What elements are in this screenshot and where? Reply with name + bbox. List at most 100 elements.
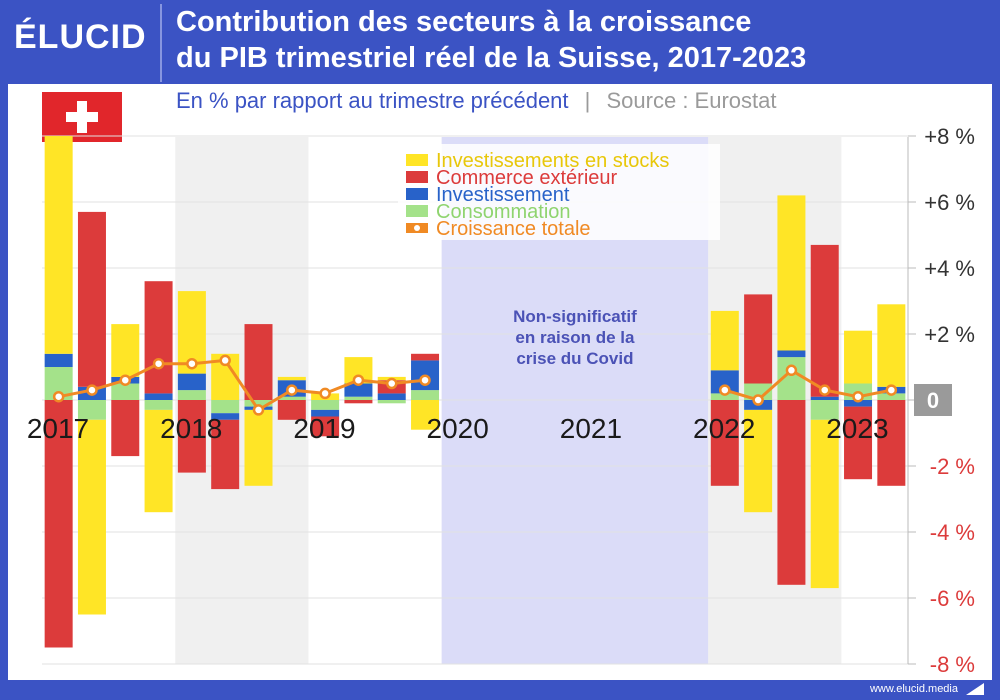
bar-investissements-en-stocks-2017-Q3 <box>111 324 140 377</box>
total-growth-point-2019-Q4 <box>419 374 431 386</box>
bar-investissements-en-stocks-2023-Q2 <box>877 304 906 387</box>
bar-consommation-2017-Q4 <box>144 400 173 410</box>
bar-consommation-2018-Q3 <box>244 400 273 407</box>
bar-investissements-en-stocks-2017-Q4 <box>144 409 173 513</box>
subtitle-separator: | <box>584 88 591 113</box>
bar-commerce-ext-rieur-2017-Q3 <box>111 400 140 457</box>
bar-investissements-en-stocks-2022-Q2 <box>744 409 773 513</box>
bar-investissement-2017-Q1 <box>44 353 73 367</box>
bar-investissements-en-stocks-2018-Q4 <box>277 376 306 381</box>
bar-consommation-2018-Q2 <box>211 400 240 414</box>
bar-investissements-en-stocks-2017-Q1 <box>44 136 73 354</box>
bar-investissements-en-stocks-2022-Q4 <box>810 419 839 589</box>
total-growth-point-2017-Q2 <box>86 384 98 396</box>
covid-annotation-line: en raison de la <box>515 328 635 347</box>
bar-investissement-2019-Q2 <box>344 383 373 397</box>
x-year-label-2019: 2019 <box>293 413 355 444</box>
total-growth-point-2022-Q2 <box>752 394 764 406</box>
bar-consommation-2017-Q2 <box>77 400 106 420</box>
bar-commerce-ext-rieur-2023-Q1 <box>844 406 873 480</box>
bar-commerce-ext-rieur-2018-Q3 <box>244 324 273 400</box>
covid-annotation-line: crise du Covid <box>516 349 633 368</box>
bar-consommation-2019-Q2 <box>344 396 373 400</box>
legend-label: Consommation <box>436 201 571 223</box>
header-bar: ÉLUCID Contribution des secteurs à la cr… <box>0 0 1000 84</box>
elucid-logo: ÉLUCID <box>14 18 147 56</box>
total-growth-point-2017-Q4 <box>152 357 165 370</box>
total-growth-point-2017-Q3 <box>119 374 132 386</box>
legend-label: Investissement <box>436 184 570 206</box>
bar-investissement-2019-Q3 <box>377 393 406 400</box>
legend-label: Commerce extérieur <box>436 167 618 189</box>
y-tick-label: -4 % <box>930 520 975 545</box>
bar-commerce-ext-rieur-2019-Q1 <box>311 416 340 437</box>
x-year-label-2020: 2020 <box>427 413 489 444</box>
legend-swatch <box>406 205 428 217</box>
total-growth-point-2017-Q1 <box>52 390 65 403</box>
bar-commerce-ext-rieur-2022-Q2 <box>744 294 773 384</box>
y-tick-label: +4 % <box>924 256 975 281</box>
legend-swatch <box>406 188 428 200</box>
legend-label: Investissements en stocks <box>436 150 669 172</box>
bar-commerce-ext-rieur-2017-Q2 <box>77 211 106 387</box>
bar-investissement-2018-Q1 <box>177 373 206 391</box>
y-tick-label: 0 <box>927 388 939 413</box>
legend-swatch <box>406 171 428 183</box>
bar-commerce-ext-rieur-2017-Q4 <box>144 281 173 394</box>
legend-swatch-dot <box>414 225 420 231</box>
subtitle-units: En % par rapport au trimestre précédent <box>176 88 569 113</box>
bar-investissements-en-stocks-2023-Q1 <box>844 330 873 384</box>
bar-commerce-ext-rieur-2018-Q1 <box>177 400 206 473</box>
bar-consommation-2022-Q4 <box>810 400 839 420</box>
covid-annotation-line: Non-significatif <box>513 307 637 326</box>
bar-commerce-ext-rieur-2023-Q2 <box>877 400 906 486</box>
bar-commerce-ext-rieur-2022-Q4 <box>810 244 839 397</box>
bar-investissements-en-stocks-2017-Q2 <box>77 419 106 615</box>
total-growth-point-2018-Q2 <box>219 354 231 367</box>
bar-consommation-2019-Q3 <box>377 400 406 404</box>
bar-commerce-ext-rieur-2018-Q4 <box>277 400 306 420</box>
bar-investissements-en-stocks-2022-Q3 <box>777 195 806 351</box>
legend-label: Croissance totale <box>436 218 591 240</box>
bar-investissement-2017-Q4 <box>144 393 173 400</box>
bar-consommation-2018-Q1 <box>177 390 206 400</box>
bar-commerce-ext-rieur-2019-Q4 <box>411 353 440 361</box>
total-growth-point-2018-Q4 <box>286 384 298 396</box>
total-growth-point-2019-Q3 <box>385 377 398 390</box>
bar-investissement-2022-Q1 <box>710 370 739 394</box>
zero-label-box <box>914 384 952 416</box>
total-growth-point-2023-Q1 <box>852 390 864 403</box>
bar-investissement-2018-Q2 <box>211 413 240 420</box>
y-tick-label: +6 % <box>924 190 975 215</box>
total-growth-point-2022-Q1 <box>719 384 731 396</box>
total-growth-point-2023-Q2 <box>885 384 898 396</box>
chart-title-line2: du PIB trimestriel réel de la Suisse, 20… <box>176 42 807 74</box>
bar-commerce-ext-rieur-2017-Q1 <box>44 400 73 648</box>
bar-commerce-ext-rieur-2022-Q3 <box>777 400 806 585</box>
legend-background <box>398 144 720 240</box>
footer-bar: www.elucid.media <box>0 680 1000 700</box>
swiss-flag-icon <box>42 92 122 142</box>
y-tick-label: -8 % <box>930 652 975 677</box>
bar-consommation-2018-Q4 <box>277 396 306 400</box>
elucid-mark-icon <box>966 683 984 695</box>
bar-consommation-2017-Q3 <box>111 383 140 400</box>
x-year-label-2023: 2023 <box>826 413 888 444</box>
total-growth-point-2018-Q3 <box>252 404 265 416</box>
x-year-label-2022: 2022 <box>693 413 755 444</box>
bar-investissements-en-stocks-2022-Q1 <box>710 310 739 371</box>
footer-url[interactable]: www.elucid.media <box>869 683 958 695</box>
y-tick-label: +8 % <box>924 124 975 149</box>
total-growth-point-2019-Q1 <box>319 387 331 400</box>
x-year-label-2017: 2017 <box>27 413 89 444</box>
total-growth-point-2018-Q1 <box>186 357 198 370</box>
chart-subtitle: En % par rapport au trimestre précédent … <box>176 88 776 114</box>
x-year-label-2021: 2021 <box>560 413 622 444</box>
bar-investissement-2022-Q4 <box>810 396 839 400</box>
legend-swatch <box>406 154 428 166</box>
bar-investissement-2023-Q1 <box>844 400 873 407</box>
total-growth-point-2019-Q2 <box>352 374 365 386</box>
bar-consommation-2022-Q2 <box>744 383 773 400</box>
chart-title-line1: Contribution des secteurs à la croissanc… <box>176 6 752 38</box>
